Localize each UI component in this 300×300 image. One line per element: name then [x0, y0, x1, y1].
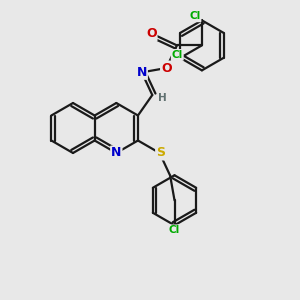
Text: Cl: Cl — [189, 11, 200, 21]
Text: S: S — [156, 146, 165, 160]
Text: Cl: Cl — [172, 50, 183, 60]
Text: N: N — [136, 66, 147, 79]
Text: O: O — [146, 27, 157, 40]
Text: Cl: Cl — [169, 225, 180, 235]
Text: N: N — [111, 146, 122, 160]
Text: H: H — [158, 93, 167, 103]
Text: O: O — [161, 61, 172, 74]
